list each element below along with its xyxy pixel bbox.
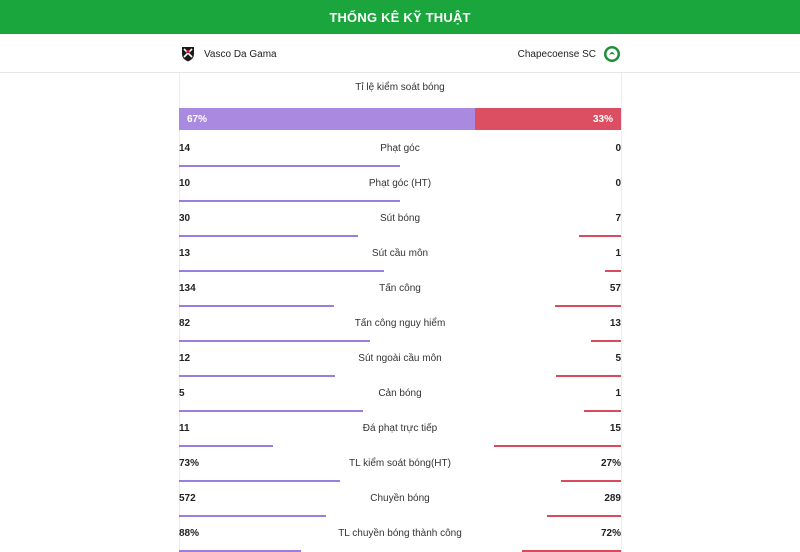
stat-home-value: 572 [179, 493, 196, 504]
possession-home-segment: 67% [179, 108, 476, 130]
possession-away-segment: 33% [475, 108, 621, 130]
divider-left [179, 73, 180, 552]
chapecoense-crest-icon [603, 45, 621, 63]
stat-row: 14 Phạt góc 0 [179, 132, 621, 167]
away-team[interactable]: Chapecoense SC [518, 35, 621, 73]
stat-home-bar [179, 235, 358, 237]
stat-label: TL chuyền bóng thành công [338, 528, 462, 539]
stat-label: TL kiểm soát bóng(HT) [349, 458, 451, 469]
stat-label: Cản bóng [378, 388, 422, 399]
stat-away-bar [590, 340, 621, 342]
home-team-name: Vasco Da Gama [204, 48, 277, 60]
stat-row: 82 Tấn công nguy hiểm 13 [179, 307, 621, 342]
stat-away-value: 57 [609, 283, 621, 294]
stat-home-bar [179, 200, 400, 202]
stat-home-value: 11 [179, 423, 190, 434]
stat-row: 134 Tấn công 57 [179, 272, 621, 307]
home-team[interactable]: Vasco Da Gama [179, 35, 277, 73]
stat-away-value: 289 [604, 493, 621, 504]
stat-away-bar [555, 305, 621, 307]
possession-label: Tỉ lệ kiểm soát bóng [355, 82, 445, 93]
away-team-name: Chapecoense SC [517, 48, 596, 60]
stat-row: 11 Đá phạt trực tiếp 15 [179, 412, 621, 447]
stat-label: Sút ngoài cầu môn [358, 353, 442, 364]
stat-home-bar [179, 550, 301, 552]
stat-row: 5 Cản bóng 1 [179, 377, 621, 412]
stat-away-value: 72% [600, 528, 621, 539]
stat-home-bar [179, 515, 326, 517]
stat-home-value: 82 [179, 318, 191, 329]
stat-away-bar [493, 445, 621, 447]
stat-home-bar [179, 410, 364, 412]
possession-bar: 67% 33% [179, 108, 621, 130]
stat-away-value: 5 [615, 353, 621, 364]
divider-right [621, 73, 622, 552]
stat-away-value: 13 [609, 318, 621, 329]
stat-away-value: 15 [609, 423, 621, 434]
stat-away-bar [521, 550, 621, 552]
stat-label: Phạt góc (HT) [368, 178, 432, 189]
vasco-crest-icon [179, 45, 197, 63]
stat-home-bar [179, 445, 273, 447]
stat-label: Đá phạt trực tiếp [362, 423, 438, 434]
stat-home-value: 12 [179, 353, 191, 364]
stat-away-bar [561, 480, 621, 482]
stat-row: 10 Phạt góc (HT) 0 [179, 167, 621, 202]
possession-away-value: 33% [592, 113, 613, 125]
stat-home-value: 14 [179, 143, 191, 154]
stat-away-bar [556, 375, 621, 377]
stats-header: THỐNG KÊ KỸ THUẬT [0, 0, 800, 34]
stat-label: Phạt góc [380, 143, 420, 154]
stat-label: Chuyền bóng [370, 493, 430, 504]
stat-row: 572 Chuyền bóng 289 [179, 482, 621, 517]
stat-row: 88% TL chuyền bóng thành công 72% [179, 517, 621, 552]
stat-home-value: 134 [179, 283, 196, 294]
stat-row: 30 Sút bóng 7 [179, 202, 621, 237]
stat-away-bar [546, 515, 621, 517]
stat-home-value: 88% [179, 528, 200, 539]
stat-home-value: 13 [179, 248, 191, 259]
teams-bar: Vasco Da Gama Chapecoense SC [0, 35, 800, 73]
stat-away-bar [579, 235, 621, 237]
stat-label: Tấn công nguy hiểm [354, 318, 446, 329]
stat-home-bar [179, 480, 341, 482]
stat-away-value: 0 [615, 143, 621, 154]
stat-row: 12 Sút ngoài cầu môn 5 [179, 342, 621, 377]
stat-home-value: 30 [179, 213, 191, 224]
stat-home-value: 5 [179, 388, 185, 399]
stat-label: Tấn công [379, 283, 421, 294]
stat-away-bar [584, 410, 621, 412]
stat-home-bar [179, 165, 400, 167]
stats-list: 14 Phạt góc 0 10 Phạt góc (HT) 0 30 Sút bóng 7 13… [179, 132, 621, 552]
stat-away-value: 7 [615, 213, 621, 224]
stat-home-bar [179, 375, 336, 377]
stat-home-bar [179, 305, 335, 307]
page-title: THỐNG KÊ KỸ THUẬT [329, 9, 471, 25]
stat-label: Sút cầu môn [371, 248, 429, 259]
stat-home-bar [179, 270, 385, 272]
stat-home-value: 10 [179, 178, 191, 189]
stat-label: Sút bóng [379, 213, 421, 224]
stat-away-value: 1 [615, 388, 621, 399]
stat-away-value: 1 [615, 248, 621, 259]
stat-home-value: 73% [179, 458, 200, 469]
stat-away-bar [605, 270, 621, 272]
stat-home-bar [179, 340, 370, 342]
stat-row: 13 Sút cầu môn 1 [179, 237, 621, 272]
possession-home-value: 67% [187, 113, 208, 125]
stat-row: 73% TL kiểm soát bóng(HT) 27% [179, 447, 621, 482]
stat-away-value: 0 [615, 178, 621, 189]
stat-away-value: 27% [600, 458, 621, 469]
